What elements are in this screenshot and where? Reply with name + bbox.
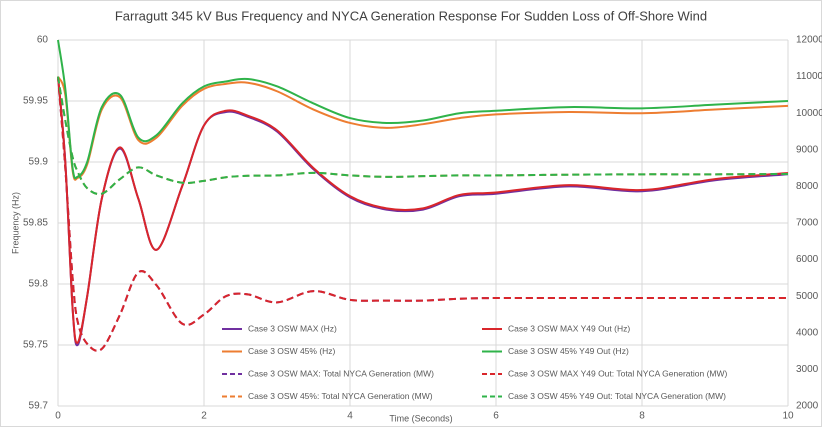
y-tick-label: 59.7 [29,401,49,412]
legend-label: Case 3 OSW MAX (Hz) [248,323,337,333]
chart-title: Farragutt 345 kV Bus Frequency and NYCA … [115,8,707,23]
y2-tick-label: 9000 [796,144,819,155]
y2-tick-label: 12000 [796,35,822,46]
legend-label: Case 3 OSW 45% Y49 Out (Hz) [508,346,629,356]
x-tick-label: 8 [639,411,645,422]
y2-tick-label: 4000 [796,327,819,338]
y2-tick-label: 11000 [796,71,822,82]
y2-tick-label: 8000 [796,181,819,192]
x-tick-label: 4 [347,411,353,422]
legend-label: Case 3 OSW 45%: Total NYCA Generation (M… [248,391,433,401]
x-tick-label: 6 [493,411,499,422]
y-tick-label: 59.95 [23,96,48,107]
x-tick-label: 10 [782,411,794,422]
legend-label: Case 3 OSW MAX Y49 Out: Total NYCA Gener… [508,368,728,378]
legend-label: Case 3 OSW MAX Y49 Out (Hz) [508,323,630,333]
x-axis-label: Time (Seconds) [389,413,452,423]
y2-tick-label: 10000 [796,108,822,119]
y2-tick-label: 2000 [796,401,819,412]
y-tick-label: 59.8 [29,279,49,290]
series-line [57,76,789,196]
y2-tick-label: 5000 [796,291,819,302]
series-line [57,76,788,352]
y2-tick-label: 6000 [796,254,819,265]
x-tick-label: 0 [55,411,61,422]
x-tick-label: 2 [201,411,207,422]
y-tick-label: 59.75 [23,340,48,351]
y-axis-label: Frequency (Hz) [10,192,20,254]
legend-label: Case 3 OSW MAX: Total NYCA Generation (M… [248,368,434,378]
y-tick-label: 59.9 [29,157,49,168]
y-tick-label: 60 [37,35,49,46]
series-line [57,39,789,180]
legend-label: Case 3 OSW 45% Y49 Out: Total NYCA Gener… [508,391,726,401]
y-tick-label: 59.85 [23,218,48,229]
y2-tick-label: 7000 [796,218,819,229]
y2-tick-label: 3000 [796,364,819,375]
legend-label: Case 3 OSW 45% (Hz) [248,346,336,356]
